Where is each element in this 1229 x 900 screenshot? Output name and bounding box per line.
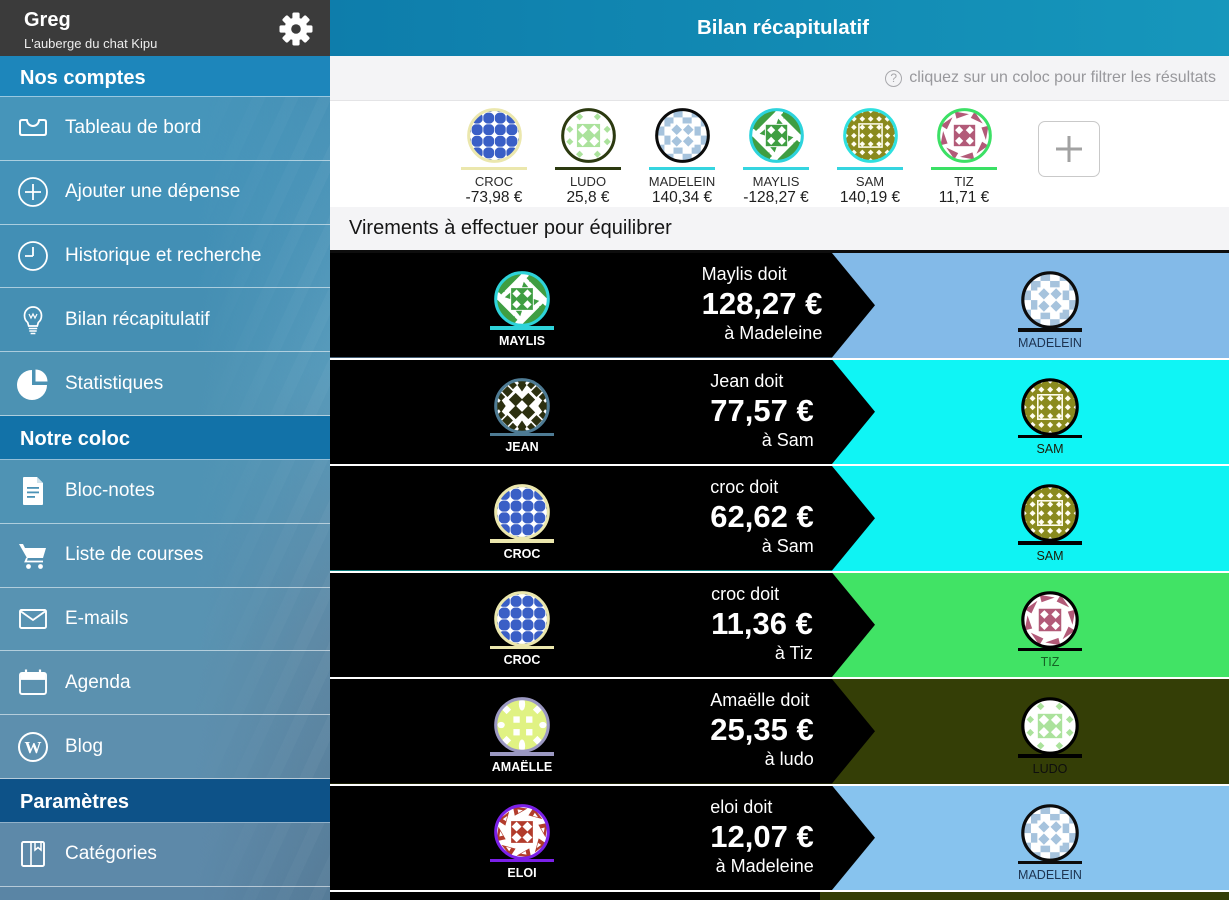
svg-text:W: W [25,738,42,757]
